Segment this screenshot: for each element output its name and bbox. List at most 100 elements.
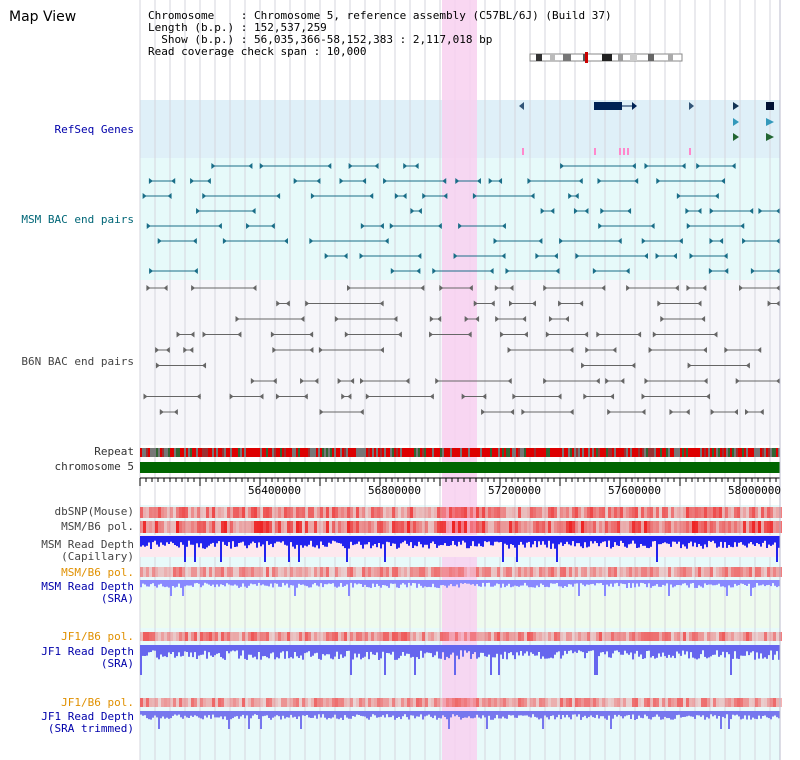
heat-cell [182,567,185,577]
repeat-segment [662,448,664,457]
heat-cell [434,567,437,577]
depth-bar [214,580,216,588]
bac-end-marker [324,253,329,259]
heat-cell [236,698,239,707]
track-label-msm-b6-pol[interactable]: MSM/B6 pol. [61,520,134,533]
depth-bar [518,711,520,716]
depth-bar [372,645,374,655]
heat-cell [497,632,500,641]
repeat-segment [162,448,164,457]
repeat-segment [444,448,446,457]
track-label-line: (Capillary) [61,550,134,563]
depth-bar [354,536,356,545]
depth-bar [592,711,594,718]
heat-cell [617,507,620,518]
repeat-segment [756,448,758,457]
repeat-segment [380,448,382,457]
chromosome-ideogram[interactable] [528,52,688,64]
heat-cell [191,632,194,641]
depth-bar [462,580,464,584]
heat-cell [533,507,536,518]
depth-bar [526,536,528,543]
depth-bar [520,711,522,716]
depth-bar [732,645,734,659]
heat-cell [638,507,641,518]
repeat-segment [196,448,198,457]
heat-cell [692,507,695,518]
heat-cell [245,521,248,533]
track-label-dbsnp[interactable]: dbSNP(Mouse) [54,505,134,518]
heat-cell [602,698,605,707]
depth-bar [512,536,514,545]
bac-end-marker [523,331,528,338]
track-label-msm-bac[interactable]: MSM BAC end pairs [21,213,134,226]
heat-cell [521,521,524,533]
repeat-segment [174,448,176,457]
depth-bar [232,580,234,586]
heat-cell [671,567,674,577]
depth-bar [146,536,148,546]
depth-bar [386,536,388,542]
track-label-msm-depth-capillary[interactable]: MSM Read Depth (Capillary) [41,539,134,563]
track-label-jf1-depth-trimmed[interactable]: JF1 Read Depth (SRA trimmed) [41,711,134,735]
bac-end-marker [146,285,151,291]
heat-cell [404,507,407,518]
depth-bar [714,645,716,655]
depth-bar [216,645,218,654]
depth-bar [488,711,490,716]
depth-bar [720,580,722,587]
heat-cell [368,507,371,518]
heat-cell [653,632,656,641]
track-label-jf1-b6-pol-2[interactable]: JF1/B6 pol. [61,696,134,709]
track-label-repeat: Repeat [94,445,134,458]
depth-bar [190,645,192,653]
track-label-msm-depth-sra[interactable]: MSM Read Depth (SRA) [41,581,134,605]
heat-cell [140,698,143,707]
track-label-jf1-b6-pol[interactable]: JF1/B6 pol. [61,630,134,643]
heat-cell [449,567,452,577]
heat-cell [608,698,611,707]
heat-cell [374,698,377,707]
track-label-refseq[interactable]: RefSeq Genes [54,123,134,136]
heat-cell [608,507,611,518]
heat-cell [362,507,365,518]
heat-cell [146,632,149,641]
depth-bar [470,580,472,585]
heat-cell [386,521,389,533]
depth-bar [530,580,532,588]
track-label-msm-b6-pol-2[interactable]: MSM/B6 pol. [61,566,134,579]
depth-bar [770,711,772,720]
depth-bar [508,711,510,715]
depth-bar [462,711,464,718]
heat-cell [278,521,281,533]
track-label-jf1-depth-sra[interactable]: JF1 Read Depth (SRA) [41,646,134,670]
depth-bar [500,645,502,655]
depth-bar [686,580,688,586]
bac-end-marker [648,347,653,353]
repeat-segment [424,448,426,457]
heat-cell [308,632,311,641]
repeat-segment [722,448,724,457]
depth-bar [548,645,550,659]
depth-bar [250,645,252,655]
depth-bar [222,580,224,585]
heat-cell [320,632,323,641]
depth-bar [224,645,226,660]
repeat-segment [200,448,202,457]
depth-bar [720,536,722,542]
bac-end-marker [709,238,714,244]
repeat-segment [664,448,666,457]
depth-bar [244,711,246,719]
heat-cell [197,521,200,533]
heat-cell [365,698,368,707]
bac-end-marker [501,253,506,259]
repeat-segment [590,448,592,457]
heat-cell [737,567,740,577]
heat-cell [569,507,572,518]
depth-bar [710,580,712,585]
track-label-b6n-bac[interactable]: B6N BAC end pairs [21,355,134,368]
depth-bar [396,536,398,549]
heat-cell [281,698,284,707]
heat-cell [281,507,284,518]
